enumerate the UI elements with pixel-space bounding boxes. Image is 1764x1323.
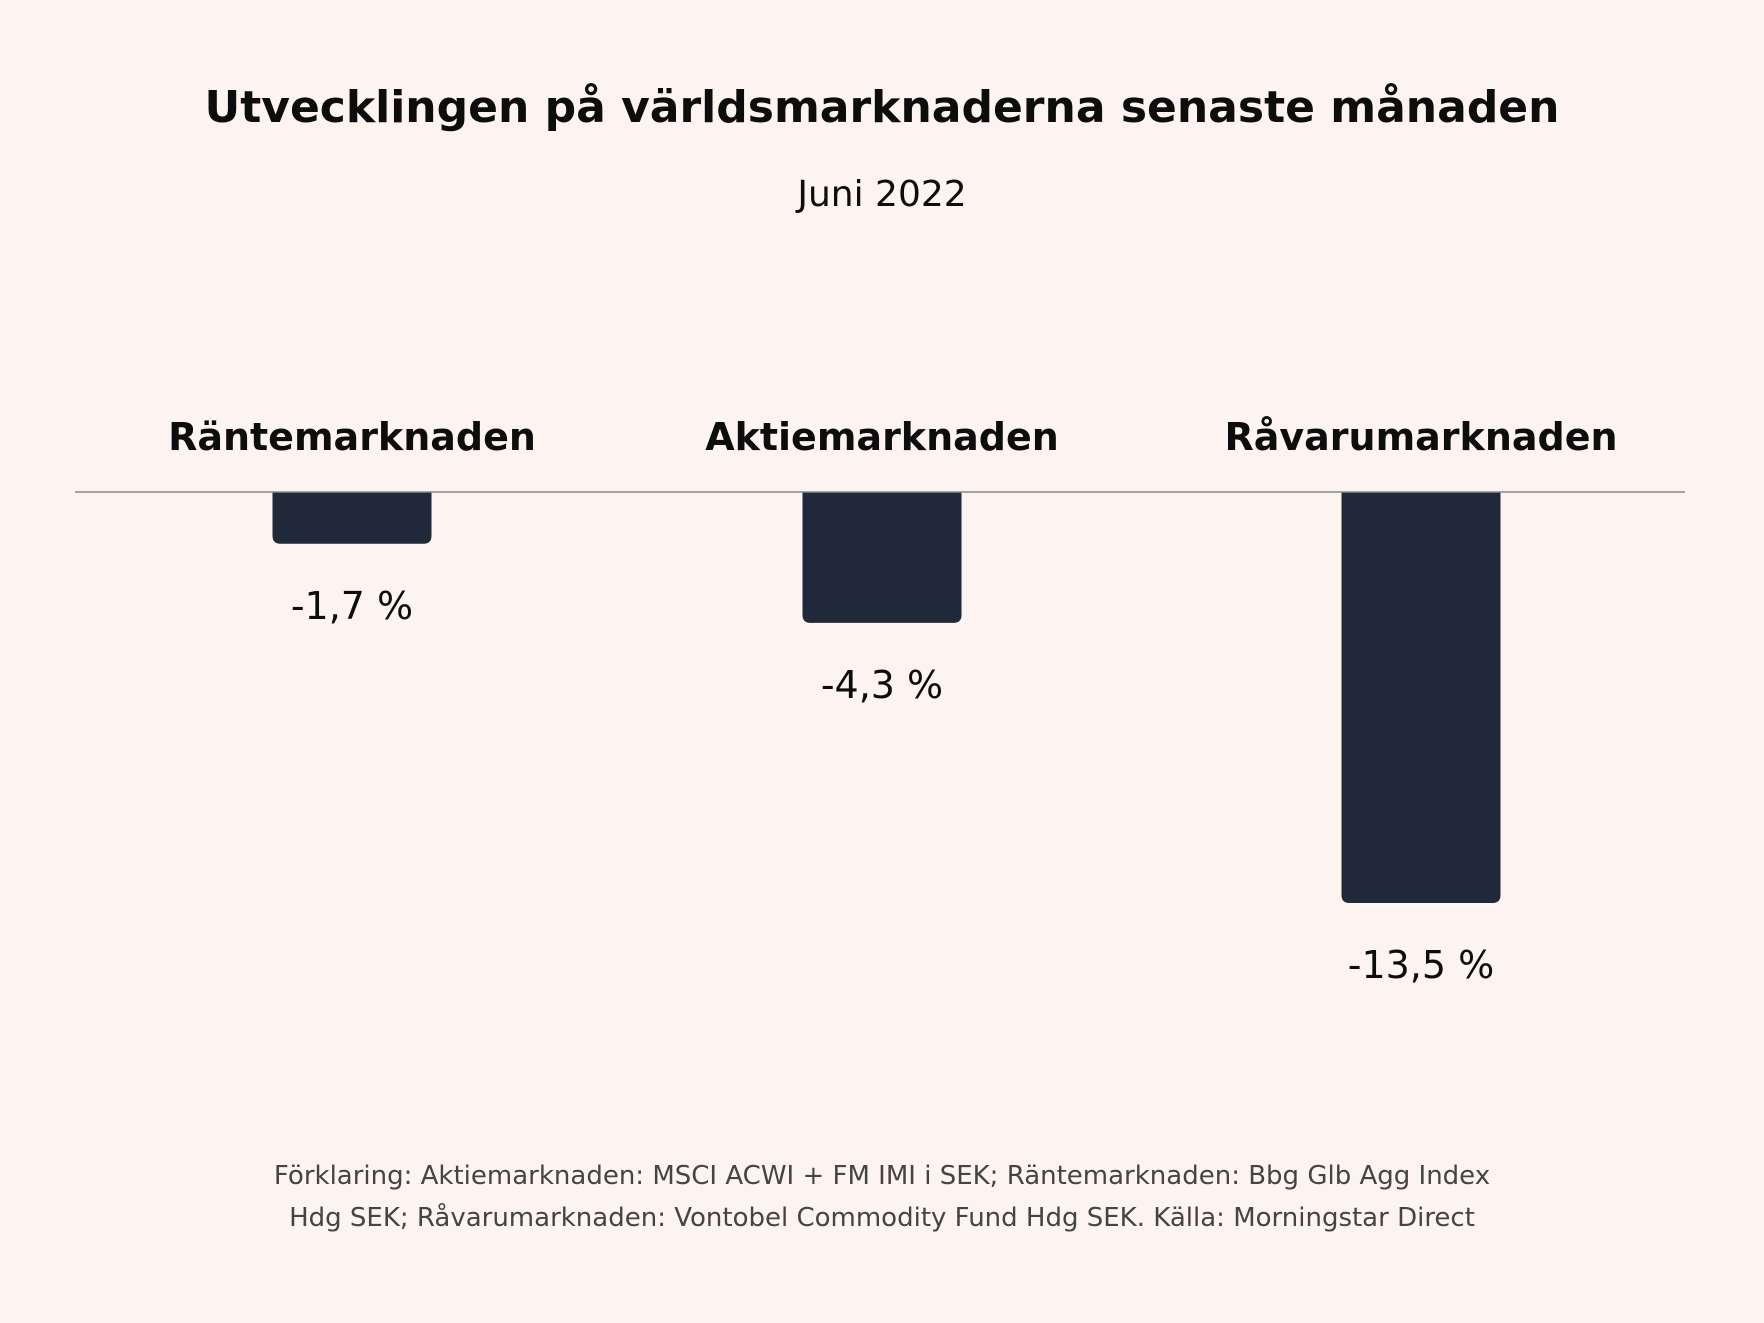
category-label: Räntemarknaden <box>168 415 536 459</box>
category-label: Råvarumarknaden <box>1224 415 1617 459</box>
footnote: Förklaring: Aktiemarknaden: MSCI ACWI + … <box>0 1155 1764 1239</box>
chart-subtitle: Juni 2022 <box>797 174 967 215</box>
category-label: Aktiemarknaden <box>705 415 1059 459</box>
bar-chart: Räntemarknaden -1,7 % Aktiemarknaden -4,3 %… <box>75 415 1685 987</box>
bar <box>802 492 962 623</box>
footnote-line-1: Förklaring: Aktiemarknaden: MSCI ACWI + … <box>273 1161 1491 1191</box>
data-label: -1,7 % <box>291 584 413 628</box>
data-label: -13,5 % <box>1348 943 1495 987</box>
footnote-line-2: Hdg SEK; Råvarumarknaden: Vontobel Commo… <box>289 1203 1475 1233</box>
bar <box>1341 492 1501 903</box>
chart-title: Utvecklingen på världsmarknaderna senast… <box>204 82 1560 133</box>
data-label: -4,3 % <box>821 663 943 707</box>
bar <box>272 492 432 544</box>
